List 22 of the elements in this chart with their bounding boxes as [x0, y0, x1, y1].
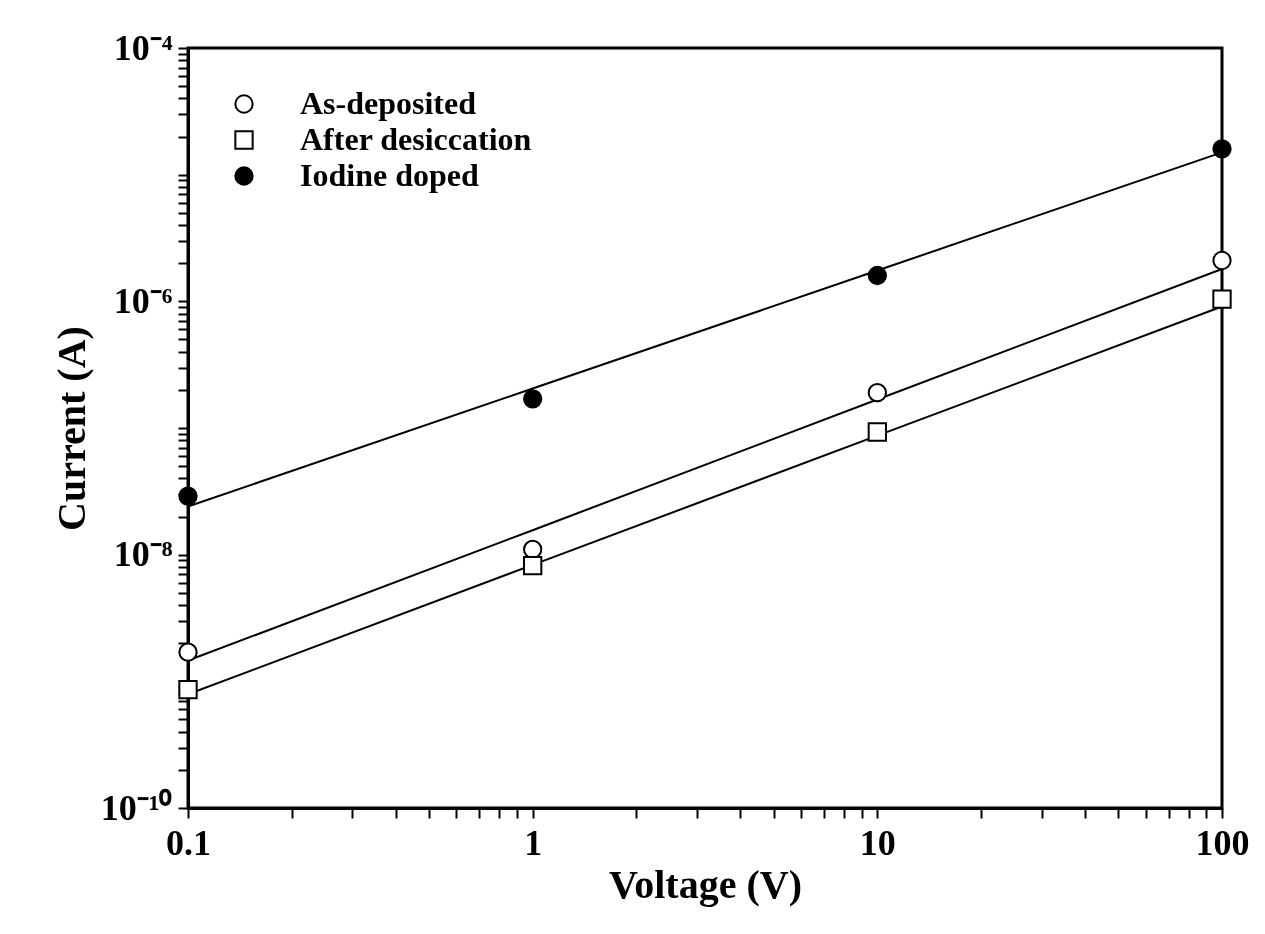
y-tick-label: 10⁻⁴ — [113, 27, 173, 68]
point — [867, 265, 887, 286]
y-tick-label: 10⁻⁸ — [113, 534, 173, 575]
legend-label: As-deposited — [300, 85, 477, 121]
legend-label: Iodine doped — [300, 157, 479, 193]
x-tick-label: 10 — [859, 822, 896, 863]
point — [178, 679, 198, 700]
point — [867, 422, 887, 442]
point — [1212, 250, 1232, 271]
y-tick-label: 10⁻⁶ — [113, 280, 173, 321]
point — [1212, 289, 1232, 309]
legend-label: After desiccation — [300, 121, 532, 157]
point — [523, 555, 543, 576]
x-tick-label: 1 — [524, 822, 543, 863]
point — [867, 383, 887, 403]
point — [178, 486, 198, 506]
point — [1212, 139, 1232, 159]
point — [178, 642, 198, 662]
x-axis-title: Voltage (V) — [609, 861, 802, 907]
y-axis-title: Current (A) — [48, 326, 94, 531]
point — [523, 389, 543, 409]
x-tick-label: 100 — [1195, 822, 1250, 863]
